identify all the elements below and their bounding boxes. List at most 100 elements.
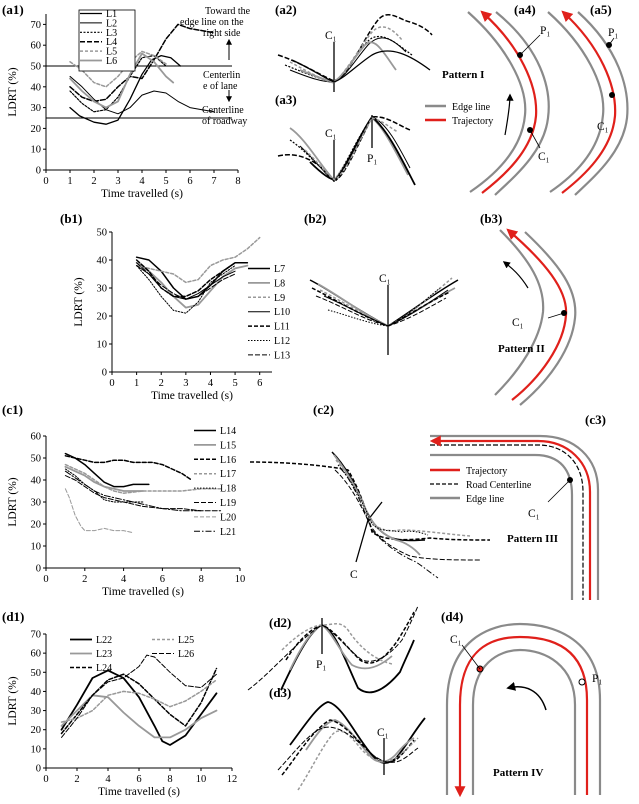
schematic-d2: P₁ (247, 605, 419, 694)
legend-label-l20: L20 (220, 512, 236, 523)
y-tick-label: 70 (31, 630, 42, 641)
y-tick-label: 40 (31, 476, 42, 487)
x-tick-label: 4 (208, 378, 214, 389)
x-tick-label: 2 (74, 774, 79, 785)
series-line-l18 (64, 468, 144, 503)
a4-c1-label: C₁ (538, 151, 550, 163)
legend-label-l4: L4 (106, 37, 117, 48)
panel-label-a2: (a2) (275, 2, 297, 17)
y-tick-label: 10 (31, 542, 42, 553)
x-tick-label: 5 (163, 176, 168, 187)
y-axis-label: LDRT (%) (73, 277, 85, 326)
schematic-c2: C (249, 451, 491, 581)
y-axis-label: LDRT (%) (7, 477, 19, 526)
legend-label-l8: L8 (274, 278, 285, 289)
y-tick-label: 60 (31, 41, 42, 52)
a3-c1-label: C₁ (325, 128, 337, 140)
y-tick-label: 30 (31, 706, 42, 717)
series-line-l12 (136, 265, 236, 314)
x-tick-label: 12 (227, 774, 238, 785)
b2-c1-label: C₁ (379, 273, 391, 285)
y-tick-label: 20 (31, 124, 42, 135)
x-tick-label: 0 (43, 176, 48, 187)
series-line-l26 (61, 654, 217, 738)
x-tick-label: 6 (160, 574, 165, 585)
legend-label-l5: L5 (106, 47, 117, 58)
x-tick-label: 8 (199, 574, 204, 585)
panel-label-d2: (d2) (269, 615, 291, 630)
y-tick-label: 0 (36, 166, 41, 177)
panel-label-d1: (d1) (2, 609, 24, 624)
y-tick-label: 40 (31, 82, 42, 93)
x-tick-label: 4 (139, 176, 145, 187)
annotation-road-2: of roadway (202, 116, 247, 127)
series-line-l10 (136, 265, 236, 300)
x-tick-label: 6 (136, 774, 141, 785)
legend-label-l14: L14 (220, 426, 236, 437)
y-tick-label: 70 (31, 20, 42, 31)
pattern-1-label: Pattern I (442, 69, 484, 81)
x-tick-label: 4 (105, 774, 111, 785)
d4-p1-label: P₁ (592, 673, 602, 685)
legend-label-l12: L12 (274, 336, 290, 347)
legend-label-l3: L3 (106, 28, 117, 39)
panel-label-b1: (b1) (60, 211, 82, 226)
panel-label-b2: (b2) (304, 211, 326, 226)
panel-label-a4: (a4) (514, 2, 536, 17)
series-line-l2 (69, 75, 215, 115)
legend-label-l24: L24 (96, 663, 112, 674)
y-tick-label: 20 (97, 312, 108, 323)
series-line-l25 (60, 679, 218, 723)
c2-ci-label: C (350, 569, 358, 581)
series-line-l16 (64, 455, 193, 481)
x-tick-label: 4 (121, 574, 127, 585)
series-line-l1 (69, 54, 182, 125)
x-axis-label: Time travelled (s) (102, 586, 184, 598)
series-line-l5 (69, 50, 167, 88)
pattern-2-label: Pattern II (498, 343, 545, 355)
legend-a-trajectory: Trajectory (452, 116, 493, 127)
y-tick-label: 10 (31, 744, 42, 755)
x-tick-label: 6 (187, 176, 192, 187)
panel-label-a1: (a1) (2, 2, 24, 17)
annotation-road-1: Centerline (202, 105, 244, 116)
x-axis-label: Time travelled (s) (98, 786, 180, 798)
a1-annotations: Toward the edge line on the right side C… (180, 6, 251, 127)
annotation-lane-1: Centerlin (203, 70, 240, 81)
y-tick-label: 40 (31, 687, 42, 698)
legend-label-l10: L10 (274, 307, 290, 318)
legend-c3-trajectory: Trajectory (466, 466, 507, 477)
a4-p1-label: P₁ (540, 25, 550, 37)
y-tick-label: 30 (31, 498, 42, 509)
y-tick-label: 40 (97, 256, 108, 267)
x-tick-label: 3 (115, 176, 120, 187)
y-tick-label: 20 (31, 520, 42, 531)
x-tick-label: 1 (134, 378, 139, 389)
x-tick-label: 2 (82, 574, 87, 585)
series-line-l3 (69, 55, 167, 113)
legend-label-l17: L17 (220, 469, 236, 480)
schematic-b2: C₁ (309, 273, 459, 355)
series-line-l24 (60, 667, 218, 735)
panel-label-d3: (d3) (269, 685, 291, 700)
legend-c3-centerline: Road Centerline (466, 480, 532, 491)
series-line-l14 (64, 452, 150, 488)
annotation-lane-2: e of lane (203, 81, 238, 92)
b3-c1-label: C₁ (512, 317, 524, 329)
x-tick-label: 0 (109, 378, 114, 389)
y-tick-label: 50 (97, 228, 108, 239)
y-tick-label: 10 (31, 145, 42, 156)
x-tick-label: 0 (43, 774, 48, 785)
x-tick-label: 2 (159, 378, 164, 389)
legend-label-l9: L9 (274, 293, 285, 304)
legend-a-edge: Edge line (452, 102, 491, 113)
x-tick-label: 5 (232, 378, 237, 389)
legend-label-l2: L2 (106, 18, 117, 29)
d2-p1-label: P₁ (316, 659, 326, 671)
x-tick-label: 1 (67, 176, 72, 187)
y-tick-label: 0 (102, 368, 107, 379)
schematic-a2: C₁ (277, 14, 433, 92)
series-line-l11 (135, 259, 236, 298)
series-line-l17 (64, 463, 222, 494)
chart-d1: 0 2 4 6 8 10 12 0 10 20 30 40 50 60 70 Time travelled (… (7, 630, 237, 799)
